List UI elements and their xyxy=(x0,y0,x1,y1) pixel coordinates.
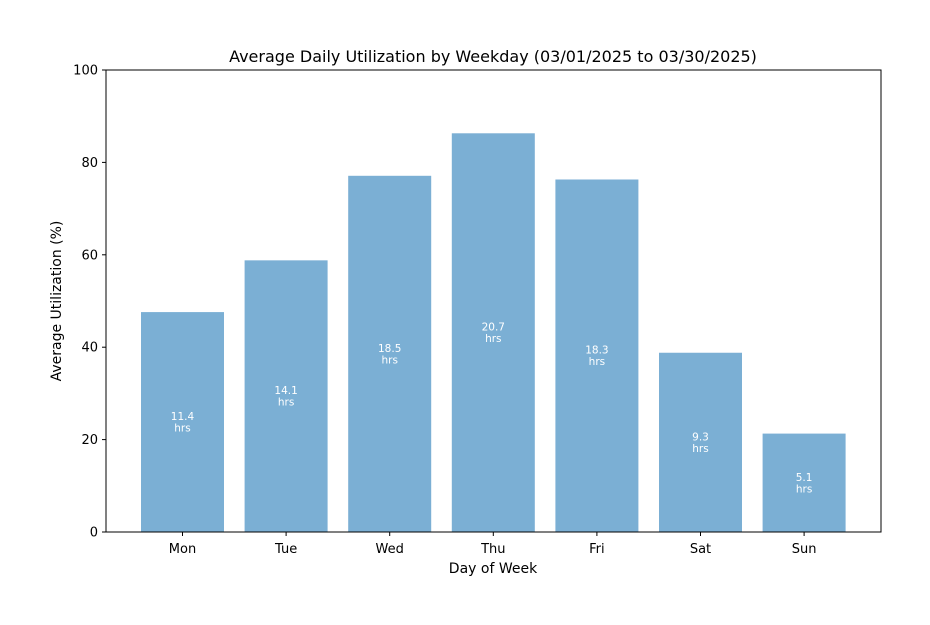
y-axis: 0 20 40 60 80 100 xyxy=(73,64,106,541)
x-tick-label-fri: Fri xyxy=(589,542,605,557)
x-axis: Mon Tue Wed Thu Fri Sat Sun xyxy=(169,532,817,557)
bar-value-label-sun: 5.1 hrs xyxy=(796,472,813,496)
bar-fri xyxy=(555,179,639,532)
x-tick-label-thu: Thu xyxy=(480,542,505,557)
bar-tue xyxy=(244,260,328,532)
bar-labels-group: 11.4 hrs 14.1 hrs 18.5 hrs 20.7 hrs 18.3 hrs 9.3 hr… xyxy=(171,322,813,496)
y-tick-label-100: 100 xyxy=(73,64,98,79)
x-tick-label-sat: Sat xyxy=(690,542,711,557)
bar-sun xyxy=(762,433,846,532)
x-axis-label: Day of Week xyxy=(449,561,538,577)
bar-value-label-tue: 14.1 hrs xyxy=(274,385,297,409)
chart-title: Average Daily Utilization by Weekday (03… xyxy=(229,47,757,66)
bar-sat xyxy=(659,352,742,532)
bar-thu xyxy=(451,133,535,532)
y-tick-label-60: 60 xyxy=(81,248,98,263)
bar-value-label-fri: 18.3 hrs xyxy=(585,345,608,369)
y-tick-label-0: 0 xyxy=(90,526,98,541)
y-tick-label-40: 40 xyxy=(81,341,98,356)
bar-value-label-thu: 20.7 hrs xyxy=(482,322,505,346)
bar-value-label-mon: 11.4 hrs xyxy=(171,411,195,435)
bars-group xyxy=(141,133,846,532)
bar-wed xyxy=(348,175,432,532)
bar-value-label-sat: 9.3 hrs xyxy=(692,431,709,455)
y-axis-label: Average Utilization (%) xyxy=(49,221,65,382)
x-tick-label-tue: Tue xyxy=(274,542,297,557)
x-tick-label-mon: Mon xyxy=(169,542,196,557)
y-tick-label-20: 20 xyxy=(81,433,98,448)
bar-value-label-wed: 18.5 hrs xyxy=(378,343,401,367)
x-tick-label-sun: Sun xyxy=(792,542,817,557)
bar-mon xyxy=(141,312,224,532)
x-tick-label-wed: Wed xyxy=(376,542,404,557)
y-tick-label-80: 80 xyxy=(81,156,98,171)
